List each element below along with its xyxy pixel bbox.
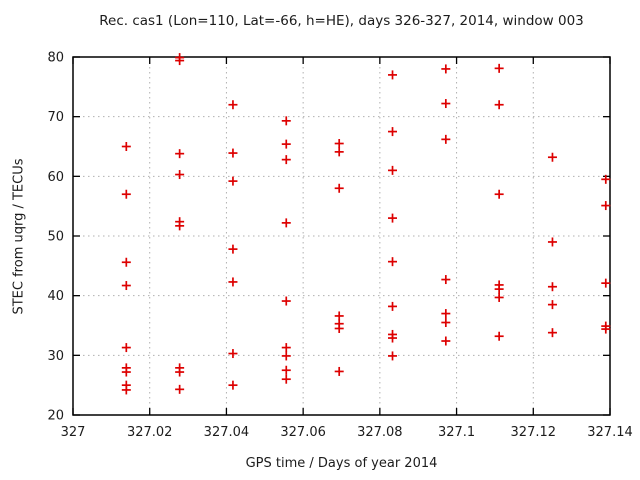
data-point xyxy=(175,149,185,159)
data-point xyxy=(281,374,291,384)
data-point xyxy=(121,367,131,377)
data-point xyxy=(175,56,185,66)
x-tick-label: 327.04 xyxy=(204,425,250,440)
chart-title: Rec. cas1 (Lon=110, Lat=-66, h=HE), days… xyxy=(99,13,584,29)
data-point xyxy=(547,152,557,162)
data-point xyxy=(547,328,557,338)
data-point xyxy=(441,64,451,74)
data-point xyxy=(441,275,451,285)
data-point xyxy=(228,244,238,254)
data-point xyxy=(334,183,344,193)
data-point xyxy=(388,301,398,311)
data-point xyxy=(121,343,131,353)
data-point xyxy=(228,100,238,110)
x-tick-label: 327.14 xyxy=(587,425,633,440)
data-point xyxy=(228,176,238,186)
data-point xyxy=(281,296,291,306)
x-tick-label: 327 xyxy=(61,425,86,440)
data-point xyxy=(388,333,398,343)
data-point xyxy=(175,221,185,231)
data-point xyxy=(334,139,344,149)
data-point xyxy=(281,139,291,149)
data-point xyxy=(281,365,291,375)
data-point xyxy=(334,366,344,376)
data-point xyxy=(494,63,504,73)
x-tick-label: 327.02 xyxy=(127,425,173,440)
x-axis-label: GPS time / Days of year 2014 xyxy=(245,456,438,471)
data-point xyxy=(601,278,611,288)
data-point xyxy=(441,318,451,328)
x-tick-label: 327.08 xyxy=(357,425,403,440)
y-tick-label: 60 xyxy=(47,170,64,185)
data-point xyxy=(494,331,504,341)
data-point xyxy=(281,116,291,126)
y-tick-label: 50 xyxy=(47,230,64,245)
data-point xyxy=(228,277,238,287)
y-tick-label: 20 xyxy=(47,409,64,424)
data-point xyxy=(228,148,238,158)
data-point xyxy=(121,257,131,267)
data-point xyxy=(121,142,131,151)
data-point xyxy=(121,385,131,395)
x-tick-label: 327.1 xyxy=(438,425,475,440)
data-point xyxy=(388,257,398,267)
data-point xyxy=(601,201,611,211)
data-point xyxy=(281,218,291,228)
data-point xyxy=(175,170,185,180)
data-point xyxy=(175,384,185,394)
data-point xyxy=(494,292,504,302)
y-tick-label: 40 xyxy=(47,289,64,304)
y-tick-label: 80 xyxy=(47,51,64,66)
data-point xyxy=(121,189,131,199)
data-point xyxy=(228,349,238,359)
data-point xyxy=(494,189,504,199)
y-tick-label: 70 xyxy=(47,110,64,125)
y-tick-label: 30 xyxy=(47,349,64,364)
x-tick-label: 327.12 xyxy=(511,425,557,440)
data-point xyxy=(494,284,504,294)
data-point xyxy=(547,300,557,310)
data-point xyxy=(388,213,398,223)
data-point xyxy=(441,99,451,109)
data-point xyxy=(334,147,344,157)
data-point xyxy=(388,70,398,80)
data-point xyxy=(388,351,398,361)
x-tick-label: 327.06 xyxy=(280,425,326,440)
data-point xyxy=(388,127,398,137)
data-point xyxy=(601,324,611,334)
data-point xyxy=(334,311,344,321)
data-point xyxy=(175,367,185,377)
data-point xyxy=(388,165,398,175)
data-point xyxy=(281,351,291,361)
data-point xyxy=(281,343,291,353)
data-point xyxy=(547,237,557,247)
data-point xyxy=(121,281,131,291)
y-axis-label: STEC from uqrg / TECUs xyxy=(11,158,27,315)
data-point xyxy=(441,134,451,144)
data-point xyxy=(334,323,344,333)
data-point xyxy=(281,155,291,165)
data-point xyxy=(601,174,611,184)
plot-border xyxy=(72,56,611,416)
data-point xyxy=(441,309,451,319)
data-point xyxy=(494,100,504,110)
data-point xyxy=(547,282,557,292)
data-point xyxy=(228,380,238,390)
data-point xyxy=(441,336,451,346)
